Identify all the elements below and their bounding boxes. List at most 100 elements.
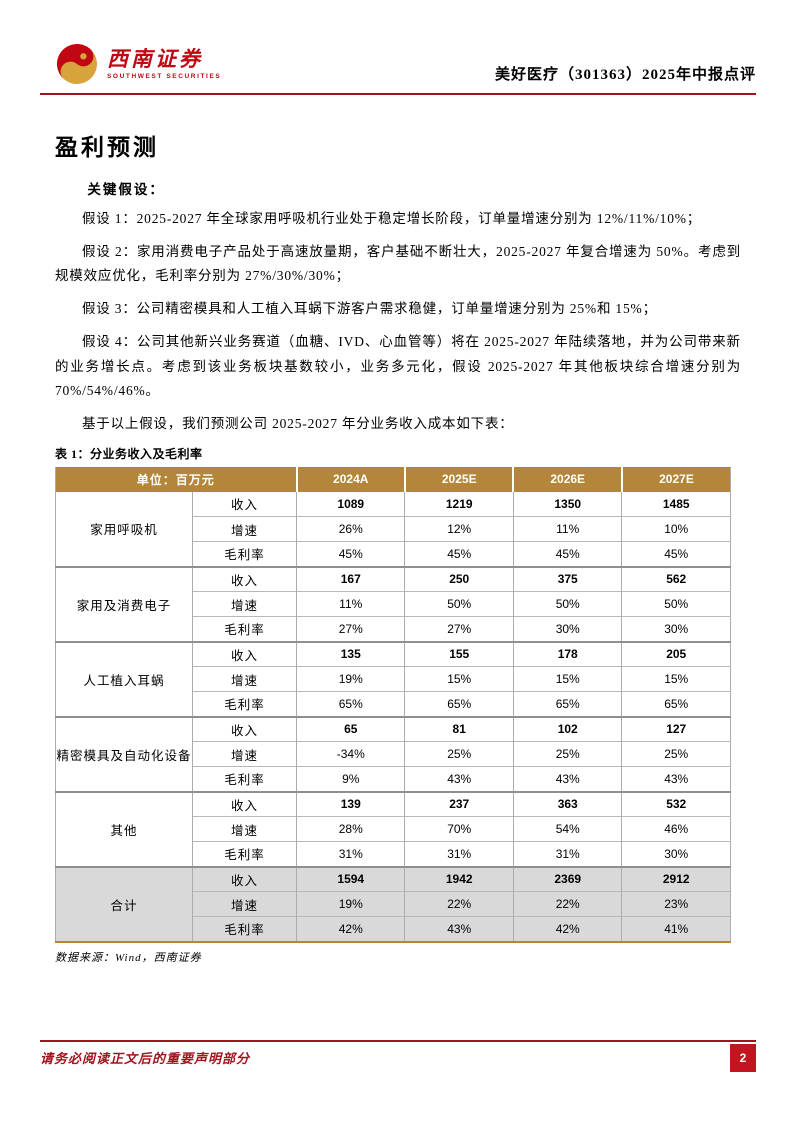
- header-divider: [40, 93, 756, 95]
- value-cell: 1089: [295, 491, 405, 517]
- assumption-paragraph: 假设 3：公司精密模具和人工植入耳蜗下游客户需求稳健，订单量增速分别为 25%和…: [82, 301, 657, 317]
- metric-label-cell: 收入: [192, 865, 297, 892]
- value-cell: 22%: [404, 891, 514, 917]
- value-cell: 375: [512, 565, 622, 592]
- value-cell: 42%: [512, 916, 622, 942]
- metric-label-cell: 增速: [192, 516, 297, 542]
- metric-label-cell: 毛利率: [192, 841, 297, 867]
- value-cell: 11%: [512, 516, 622, 542]
- metric-label-cell: 收入: [192, 715, 297, 742]
- data-source-note: 数据来源：Wind，西南证券: [55, 951, 202, 964]
- southwest-securities-logo-icon: [57, 44, 97, 84]
- unit-header-cell: 单位：百万元: [55, 466, 297, 492]
- year-header-2027E: 2027E: [620, 466, 731, 492]
- value-cell: 41%: [621, 916, 731, 942]
- value-cell: 50%: [404, 591, 514, 617]
- value-cell: 45%: [404, 541, 514, 567]
- value-cell: 31%: [295, 841, 405, 867]
- metric-label-cell: 增速: [192, 816, 297, 842]
- report-title: 美好医疗（301363）2025年中报点评: [494, 67, 756, 83]
- table-row: 增速 11% 50% 50% 50%: [56, 591, 731, 617]
- logo-text-cn: 西南证券: [107, 47, 203, 72]
- value-cell: 1942: [404, 865, 514, 892]
- value-cell: 15%: [621, 666, 731, 692]
- value-cell: 30%: [512, 616, 622, 642]
- segment-revenue-table: 单位：百万元 2024A 2025E 2026E 2027E 家用呼吸机 收入 10…: [54, 466, 731, 943]
- value-cell: 50%: [512, 591, 622, 617]
- value-cell: 19%: [295, 891, 405, 917]
- metric-label-cell: 毛利率: [192, 541, 297, 567]
- value-cell: 127: [621, 715, 731, 742]
- value-cell: 54%: [512, 816, 622, 842]
- value-cell: 42%: [295, 916, 405, 942]
- value-cell: 25%: [621, 741, 731, 767]
- value-cell: 31%: [512, 841, 622, 867]
- metric-label-cell: 增速: [192, 666, 297, 692]
- value-cell: 1350: [512, 491, 622, 517]
- value-cell: 562: [621, 565, 731, 592]
- segment-name-cell: 家用及消费电子: [54, 565, 193, 642]
- value-cell: 11%: [295, 591, 405, 617]
- table-row: 合计 收入 1594 1942 2369 2912: [54, 865, 731, 942]
- logo-text-en: SOUTHWEST SECURITIES: [107, 72, 222, 80]
- table-row: 增速 19% 22% 22% 23%: [56, 891, 731, 917]
- value-cell: 45%: [512, 541, 622, 567]
- table-header: 单位：百万元 2024A 2025E 2026E 2027E: [55, 466, 731, 492]
- value-cell: 30%: [621, 841, 731, 867]
- metric-label-cell: 毛利率: [192, 691, 297, 717]
- value-cell: 43%: [404, 916, 514, 942]
- value-cell: 45%: [621, 541, 731, 567]
- value-cell: 363: [512, 790, 622, 817]
- company-logo: 西南证券 SOUTHWEST SECURITIES: [55, 42, 221, 86]
- value-cell: 167: [295, 565, 405, 592]
- metric-label-cell: 增速: [192, 741, 297, 767]
- table-row: 毛利率 42% 43% 42% 41%: [56, 916, 731, 942]
- key-assumptions-label: 关键假设：: [87, 182, 165, 197]
- page-number-badge: 2: [730, 1044, 756, 1072]
- value-cell: 45%: [295, 541, 405, 567]
- table-row: 人工植入耳蜗 收入 135 155 178 205: [54, 640, 731, 717]
- year-header-2026E: 2026E: [512, 466, 622, 492]
- table-row: 毛利率 9% 43% 43% 43%: [56, 766, 731, 792]
- value-cell: 135: [295, 640, 405, 667]
- value-cell: 155: [404, 640, 514, 667]
- value-cell: 15%: [512, 666, 622, 692]
- table-row: 家用及消费电子 收入 167 250 375 562: [54, 565, 731, 642]
- segment-name-cell: 其他: [54, 790, 193, 867]
- segment-name-cell: 人工植入耳蜗: [54, 640, 193, 717]
- segment-name-cell: 精密模具及自动化设备: [54, 715, 193, 792]
- value-cell: -34%: [295, 741, 405, 767]
- metric-label-cell: 收入: [192, 790, 297, 817]
- value-cell: 205: [621, 640, 731, 667]
- table-row: 增速 -34% 25% 25% 25%: [56, 741, 731, 767]
- metric-label-cell: 收入: [192, 491, 297, 517]
- metric-label-cell: 毛利率: [192, 616, 297, 642]
- table-body: 家用呼吸机 收入 1089 1219 1350 1485 增速 26% 12% 11% 10% 毛利率…: [54, 491, 731, 942]
- value-cell: 532: [621, 790, 731, 817]
- footer-disclaimer: 请务必阅读正文后的重要声明部分: [40, 1051, 251, 1066]
- value-cell: 27%: [404, 616, 514, 642]
- value-cell: 65: [295, 715, 405, 742]
- table-row: 增速 19% 15% 15% 15%: [56, 666, 731, 692]
- table-row: 毛利率 31% 31% 31% 30%: [56, 841, 731, 867]
- value-cell: 65%: [404, 691, 514, 717]
- metric-label-cell: 增速: [192, 591, 297, 617]
- value-cell: 178: [512, 640, 622, 667]
- assumption-paragraph: 假设 1：2025-2027 年全球家用呼吸机行业处于稳定增长阶段，订单量增速分…: [82, 211, 702, 226]
- value-cell: 43%: [404, 766, 514, 792]
- forecast-intro-paragraph: 基于以上假设，我们预测公司 2025-2027 年分业务收入成本如下表：: [82, 415, 514, 431]
- value-cell: 1594: [295, 865, 405, 892]
- value-cell: 46%: [621, 816, 731, 842]
- table-row: 其他 收入 139 237 363 532: [54, 790, 731, 867]
- assumption-paragraph: 假设 2：家用消费电子产品处于高速放量期，客户基础不断壮大，2025-2027 …: [55, 243, 741, 284]
- logo-text: 西南证券 SOUTHWEST SECURITIES: [107, 48, 221, 79]
- metric-label-cell: 毛利率: [192, 916, 297, 942]
- table-header-row: 单位：百万元 2024A 2025E 2026E 2027E: [55, 466, 731, 492]
- value-cell: 26%: [295, 516, 405, 542]
- table-row: 增速 26% 12% 11% 10%: [56, 516, 731, 542]
- segment-name-cell: 家用呼吸机: [54, 491, 193, 567]
- value-cell: 15%: [404, 666, 514, 692]
- assumption-paragraph: 假设 4：公司其他新兴业务赛道（血糖、IVD、心血管等）将在 2025-2027…: [55, 333, 741, 399]
- value-cell: 50%: [621, 591, 731, 617]
